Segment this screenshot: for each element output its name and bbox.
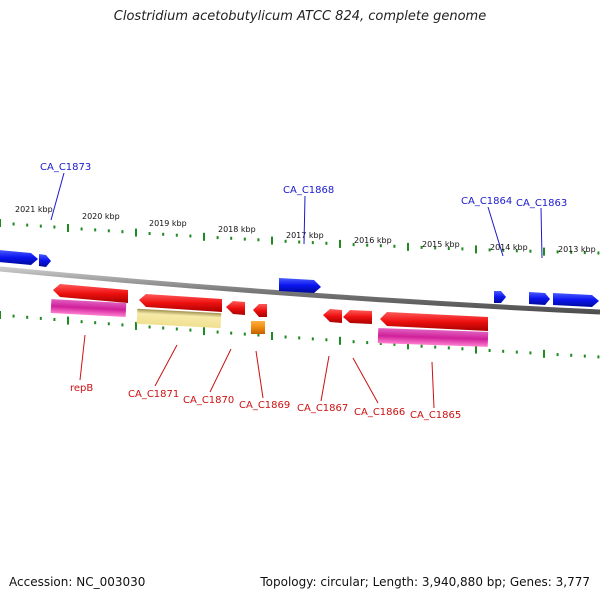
reverse-gene-arrow[interactable] — [343, 310, 372, 324]
gene-label-CA_C1868[interactable]: CA_C1868 — [283, 185, 334, 196]
leader-line — [540, 207, 543, 259]
reverse-gene-labels: repB CA_C1871 CA_C1870 CA_C1869 CA_C1867… — [70, 383, 461, 421]
scale-labels: 2021 kbp 2020 kbp 2019 kbp 2018 kbp 2017… — [15, 205, 596, 254]
reverse-gene-arrow[interactable] — [139, 294, 222, 312]
gene-label-CA_C1869[interactable]: CA_C1869 — [239, 400, 290, 411]
gene-label-CA_C1864[interactable]: CA_C1864 — [461, 196, 512, 207]
label-leader-lines — [50, 172, 543, 409]
gene-label-CA_C1873[interactable]: CA_C1873 — [40, 162, 91, 173]
repB-feature[interactable] — [50, 299, 127, 317]
reverse-gene-arrow[interactable] — [380, 312, 488, 331]
forward-gene-arrow[interactable] — [553, 293, 599, 307]
forward-strand-genes — [0, 250, 599, 307]
tick-label-2020: 2020 kbp — [82, 212, 120, 221]
leader-line — [352, 357, 379, 404]
upper-scale-ticks — [0, 219, 600, 256]
gene-label-repB[interactable]: repB — [70, 383, 93, 394]
leader-line — [320, 355, 330, 402]
leader-line — [154, 344, 178, 387]
forward-gene-labels: CA_C1873 CA_C1868 CA_C1864 CA_C1863 — [40, 162, 567, 209]
leader-line — [255, 350, 264, 399]
forward-gene-arrow[interactable] — [0, 250, 38, 265]
leader-line — [303, 195, 306, 245]
genome-backbone — [0, 266, 600, 315]
forward-gene-arrow[interactable] — [494, 291, 506, 303]
leader-line — [209, 348, 232, 393]
leader-line — [79, 334, 86, 381]
gene-label-CA_C1863[interactable]: CA_C1863 — [516, 198, 567, 209]
reverse-gene-arrow[interactable] — [53, 284, 128, 303]
accession-label: Accession: NC_003030 — [9, 575, 146, 589]
tick-label-2017: 2017 kbp — [286, 231, 324, 240]
CA_C1871-feature[interactable] — [136, 308, 222, 329]
tick-label-2014: 2014 kbp — [490, 243, 528, 252]
reverse-strand-genes — [50, 284, 489, 347]
lower-scale-ticks — [0, 311, 600, 359]
CA_C1869-feature[interactable] — [251, 321, 265, 334]
reverse-gene-arrow[interactable] — [226, 301, 245, 315]
genome-title: Clostridium acetobutylicum ATCC 824, com… — [113, 9, 487, 24]
tick-label-2021: 2021 kbp — [15, 205, 53, 214]
forward-gene-arrow[interactable] — [529, 292, 550, 305]
reverse-gene-arrow[interactable] — [323, 309, 342, 323]
tick-label-2015: 2015 kbp — [422, 240, 460, 249]
leader-line — [487, 206, 504, 257]
gene-label-CA_C1865[interactable]: CA_C1865 — [410, 410, 461, 421]
leader-line — [431, 361, 435, 409]
gene-label-CA_C1870[interactable]: CA_C1870 — [183, 395, 234, 406]
CA_C1865-feature[interactable] — [377, 328, 489, 347]
genome-summary: Topology: circular; Length: 3,940,880 bp… — [260, 575, 590, 589]
gene-label-CA_C1871[interactable]: CA_C1871 — [128, 389, 179, 400]
gene-label-CA_C1867[interactable]: CA_C1867 — [297, 403, 348, 414]
tick-label-2019: 2019 kbp — [149, 219, 187, 228]
tick-label-2016: 2016 kbp — [354, 236, 392, 245]
tick-label-2018: 2018 kbp — [218, 225, 256, 234]
forward-gene-arrow[interactable] — [279, 278, 321, 293]
tick-label-2013: 2013 kbp — [558, 245, 596, 254]
leader-line — [50, 172, 65, 221]
gene-label-CA_C1866[interactable]: CA_C1866 — [354, 407, 405, 418]
reverse-gene-arrow[interactable] — [253, 304, 267, 317]
forward-gene-arrow[interactable] — [39, 254, 51, 267]
